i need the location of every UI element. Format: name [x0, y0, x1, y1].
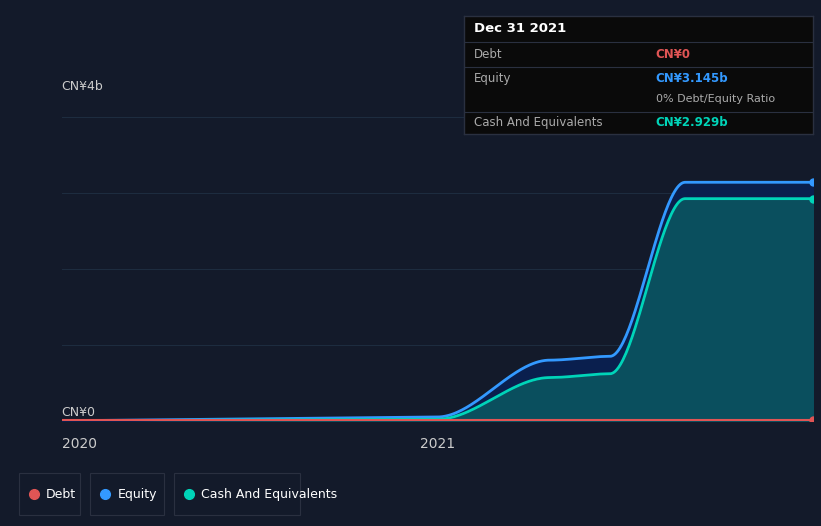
- FancyBboxPatch shape: [174, 473, 300, 515]
- Text: Cash And Equivalents: Cash And Equivalents: [201, 488, 337, 501]
- FancyBboxPatch shape: [90, 473, 164, 515]
- Text: Dec 31 2021: Dec 31 2021: [475, 22, 566, 35]
- Text: CN¥0: CN¥0: [62, 407, 95, 419]
- Text: CN¥0: CN¥0: [656, 48, 690, 62]
- Text: 2021: 2021: [420, 438, 455, 451]
- Text: 2020: 2020: [62, 438, 97, 451]
- Text: Debt: Debt: [475, 48, 503, 62]
- Text: Debt: Debt: [46, 488, 76, 501]
- Text: CN¥3.145b: CN¥3.145b: [656, 72, 728, 85]
- Text: Cash And Equivalents: Cash And Equivalents: [475, 116, 603, 129]
- Text: Equity: Equity: [475, 72, 511, 85]
- Text: 0% Debt/Equity Ratio: 0% Debt/Equity Ratio: [656, 94, 775, 104]
- Text: CN¥2.929b: CN¥2.929b: [656, 116, 728, 129]
- Text: CN¥4b: CN¥4b: [62, 80, 103, 93]
- Text: Equity: Equity: [117, 488, 157, 501]
- FancyBboxPatch shape: [19, 473, 80, 515]
